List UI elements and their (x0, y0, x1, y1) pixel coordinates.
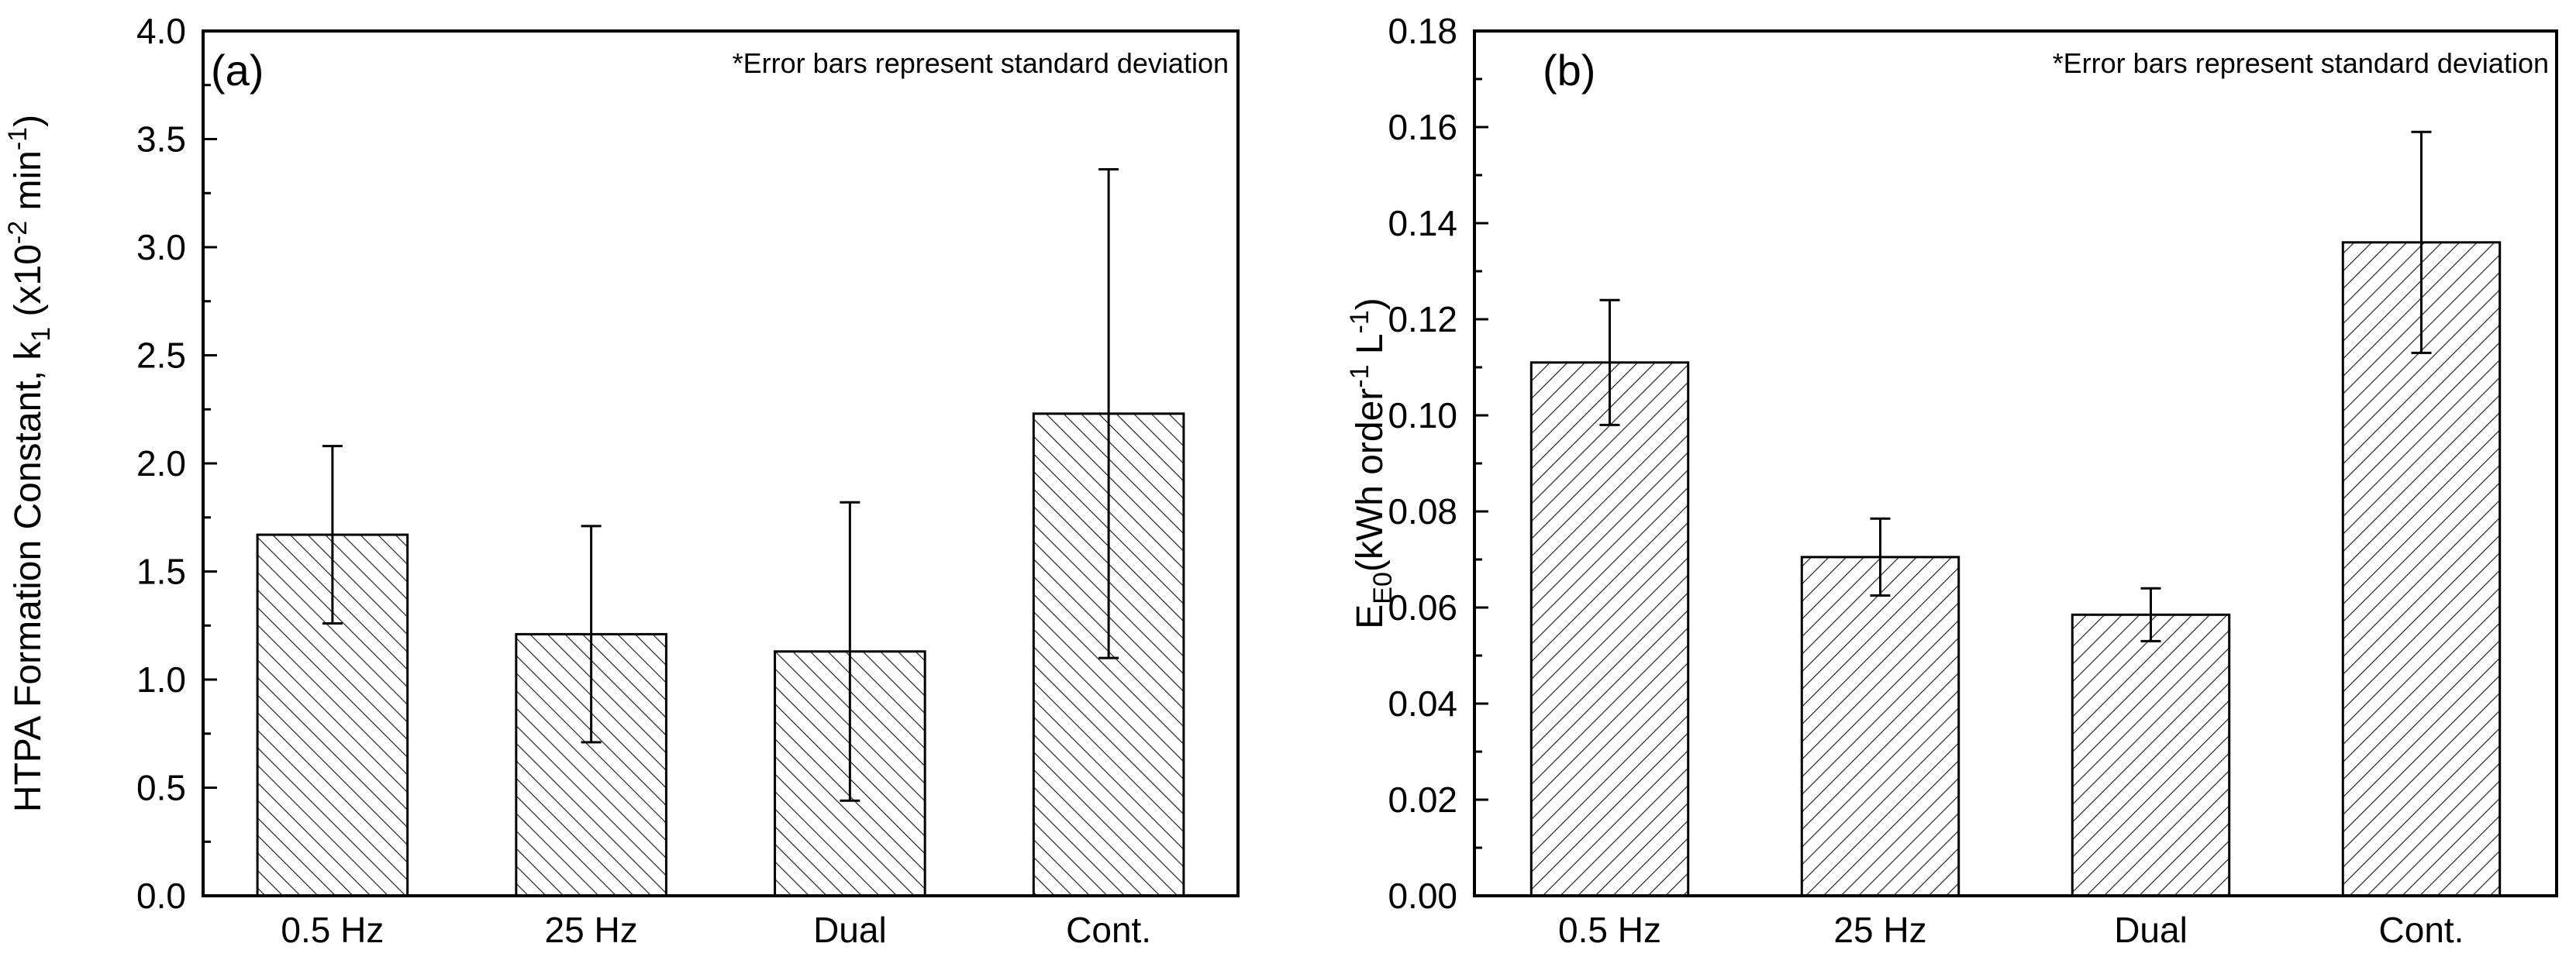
y-tick-label-7: 3.5 (136, 119, 186, 160)
y-tick-label-9: 0.18 (1388, 11, 1457, 51)
error-bar-2 (840, 501, 860, 802)
y-tick-label-0: 0.0 (136, 876, 186, 916)
y-tick-label-4: 0.08 (1388, 491, 1457, 532)
y-axis-title: EE0(kWh order-1 L-1) (1345, 298, 1398, 628)
y-tick-label-1: 0.5 (136, 768, 186, 808)
y-tick-label-5: 2.5 (136, 336, 186, 376)
x-tick-label-1: 25 Hz (545, 910, 638, 950)
error-bar-note: *Error bars represent standard deviation (2053, 47, 2549, 79)
y-axis-title-main: E (1350, 604, 1391, 629)
y-axis-title: HTPA Formation Constant, k1 (x10-2 min-1… (3, 115, 56, 812)
error-bar-3 (2411, 130, 2432, 354)
y-tick-label-6: 0.12 (1388, 299, 1457, 339)
panel-label: (a) (211, 46, 264, 95)
error-bar-0 (322, 445, 343, 625)
panel-label: (b) (1543, 46, 1595, 95)
error-bar-1 (1870, 517, 1891, 597)
y-tick-label-3: 0.06 (1388, 587, 1457, 628)
error-bar-2 (2140, 587, 2161, 642)
bar-2 (2071, 613, 2231, 897)
y-tick-label-7: 0.14 (1388, 203, 1457, 243)
bar-1 (1800, 556, 1960, 897)
error-bar-note: *Error bars represent standard deviation (733, 47, 1229, 79)
x-tick-label-3: Cont. (1066, 910, 1151, 950)
y-tick-label-2: 0.04 (1388, 683, 1457, 724)
x-tick-label-2: Dual (813, 910, 887, 950)
y-axis-title-rest: (kWh order (1350, 388, 1391, 572)
y-tick-label-0: 0.00 (1388, 876, 1457, 916)
y-axis-title-sub: 1 (26, 327, 56, 342)
y-axis-title-exp2: -1 (1345, 310, 1374, 333)
x-tick-label-0: 0.5 Hz (1558, 910, 1661, 950)
y-axis-title-exp1: -2 (3, 221, 33, 244)
y-axis-title-sub: E0 (1368, 572, 1398, 604)
x-tick-label-2: Dual (2114, 910, 2188, 950)
y-axis-title-close: ) (1350, 298, 1391, 310)
x-tick-label-0: 0.5 Hz (281, 910, 384, 950)
chart-panel-a: 0.0 0.5 1.0 1.5 2.0 2.5 3.0 3.5 4.0 0.5 Hz 25 Hz Du… (3, 11, 1240, 950)
y-tick-label-5: 0.10 (1388, 395, 1457, 435)
y-tick-label-1: 0.02 (1388, 780, 1457, 820)
y-axis-title-unit: min (8, 150, 49, 221)
y-axis-title-close: ) (8, 115, 49, 127)
x-tick-label-1: 25 Hz (1833, 910, 1926, 950)
y-axis-title-rest: (x10 (8, 244, 49, 327)
error-bar-1 (581, 525, 602, 744)
y-tick-label-6: 3.0 (136, 227, 186, 267)
y-tick-label-2: 1.0 (136, 659, 186, 700)
y-tick-label-3: 1.5 (136, 552, 186, 592)
y-tick-label-8: 0.16 (1388, 107, 1457, 147)
y-axis-title-exp2: -1 (3, 127, 33, 150)
chart-panel-b: 0.00 0.02 0.04 0.06 0.08 0.10 0.12 0.14 0.16 0.18… (1345, 11, 2558, 950)
y-axis-title-main: HTPA Formation Constant, k (8, 341, 49, 812)
error-bar-0 (1599, 298, 1620, 426)
y-tick-label-4: 2.0 (136, 443, 186, 484)
y-axis-title-exp1: -1 (1345, 365, 1374, 388)
y-axis-title-unit: L (1350, 333, 1391, 364)
x-tick-label-3: Cont. (2379, 910, 2464, 950)
y-tick-label-8: 4.0 (136, 11, 186, 51)
error-bar-3 (1098, 168, 1119, 659)
bar-0 (1529, 361, 1690, 897)
